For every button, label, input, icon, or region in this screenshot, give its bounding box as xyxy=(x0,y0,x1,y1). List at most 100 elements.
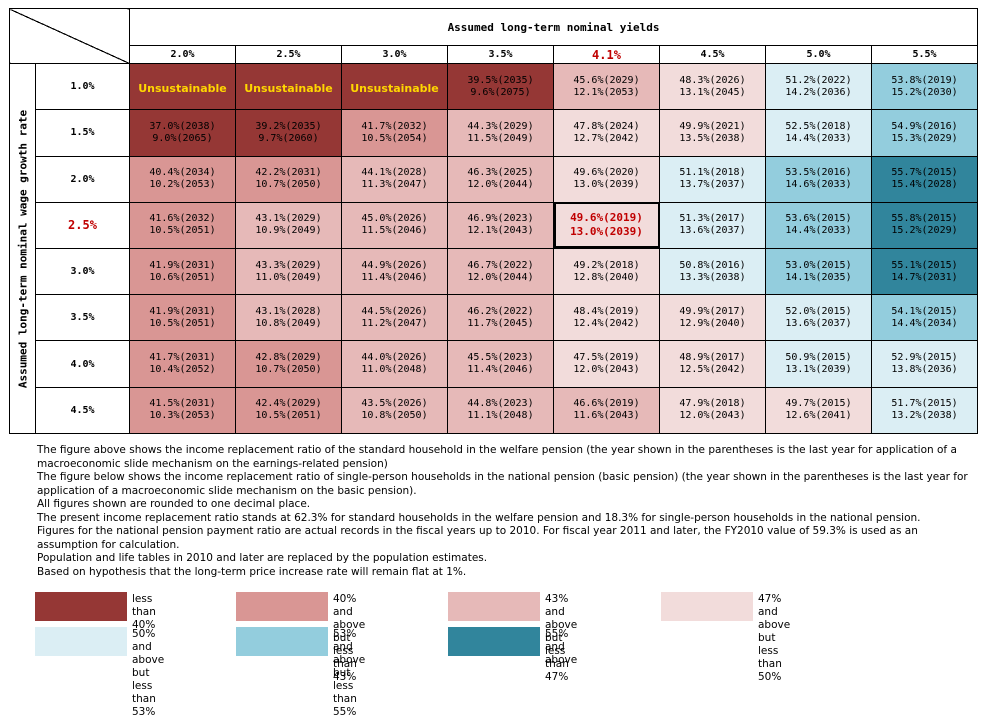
note-line: Population and life tables in 2010 and l… xyxy=(37,552,488,564)
welfare-pension-ratio: 46.9%(2023) xyxy=(467,213,534,225)
yield-header: 2.0% xyxy=(129,45,236,65)
welfare-pension-ratio: 41.7%(2032) xyxy=(361,120,428,132)
welfare-pension-ratio: 51.3%(2017) xyxy=(679,213,746,225)
welfare-pension-ratio: 42.4%(2029) xyxy=(255,398,322,410)
national-pension-ratio: 9.7%(2060) xyxy=(258,132,319,144)
welfare-pension-ratio: 55.8%(2015) xyxy=(891,213,958,225)
ratio-cell: 47.9%(2018) 12.0%(2043) xyxy=(659,386,766,435)
national-pension-ratio: 13.1%(2045) xyxy=(679,86,746,98)
welfare-pension-ratio: 41.5%(2031) xyxy=(149,398,216,410)
welfare-pension-ratio: 41.6%(2032) xyxy=(149,213,216,225)
ratio-cell: 51.2%(2022) 14.2%(2036) xyxy=(765,63,872,111)
welfare-pension-ratio: 43.1%(2029) xyxy=(255,213,322,225)
growth-rate-label: 4.5% xyxy=(35,386,130,435)
national-pension-ratio: 14.4%(2034) xyxy=(891,317,958,329)
note-line: The present income replacement ratio sta… xyxy=(37,511,921,524)
ratio-cell: 44.9%(2026) 11.4%(2046) xyxy=(341,247,448,296)
national-pension-ratio: 14.7%(2031) xyxy=(891,271,958,283)
national-pension-ratio: 12.6%(2041) xyxy=(785,410,852,422)
welfare-pension-ratio: 41.9%(2031) xyxy=(149,305,216,317)
welfare-pension-ratio: 53.0%(2015) xyxy=(785,259,852,271)
national-pension-ratio: 12.0%(2043) xyxy=(573,364,640,376)
welfare-pension-ratio: 48.4%(2019) xyxy=(573,305,640,317)
welfare-pension-ratio: 39.2%(2035) xyxy=(255,120,322,132)
national-pension-ratio: 13.3%(2038) xyxy=(679,271,746,283)
ratio-cell: 44.8%(2023) 11.1%(2048) xyxy=(447,386,554,435)
welfare-pension-ratio: 49.6%(2019) xyxy=(570,211,643,225)
welfare-pension-ratio: 53.8%(2019) xyxy=(891,74,958,86)
national-pension-ratio: 10.5%(2051) xyxy=(149,317,216,329)
national-pension-ratio: 10.8%(2050) xyxy=(361,410,428,422)
note-line: The figure below shows the income replac… xyxy=(37,471,968,497)
legend-swatch xyxy=(236,592,328,621)
national-pension-ratio: 10.6%(2051) xyxy=(149,271,216,283)
ratio-cell: 48.3%(2026) 13.1%(2045) xyxy=(659,63,766,111)
table-row: 3.5% 41.9%(2031) 10.5%(2051) 43.1%(2028) 10.… xyxy=(10,294,979,342)
national-pension-ratio: 10.5%(2054) xyxy=(361,132,428,144)
unsustainable-label: Unsustainable xyxy=(138,82,227,96)
welfare-pension-ratio: 41.9%(2031) xyxy=(149,259,216,271)
ratio-cell: 52.9%(2015) 13.8%(2036) xyxy=(870,340,979,388)
national-pension-ratio: 10.5%(2051) xyxy=(255,410,322,422)
welfare-pension-ratio: 46.7%(2022) xyxy=(467,259,534,271)
welfare-pension-ratio: 54.9%(2016) xyxy=(891,120,958,132)
national-pension-ratio: 14.2%(2036) xyxy=(785,86,852,98)
welfare-pension-ratio: 44.5%(2026) xyxy=(361,305,428,317)
ratio-cell: 55.8%(2015) 15.2%(2029) xyxy=(870,201,979,249)
national-pension-ratio: 12.0%(2044) xyxy=(467,271,534,283)
legend-swatch xyxy=(448,627,540,656)
growth-rate-label: 2.0% xyxy=(35,155,130,203)
welfare-pension-ratio: 46.6%(2019) xyxy=(573,398,640,410)
national-pension-ratio: 12.1%(2053) xyxy=(573,86,640,98)
note-line: Figures for the national pension payment… xyxy=(37,525,918,551)
replacement-ratio-table: Assumed long-term nominal yields 2.0% 2.5%… xyxy=(9,7,979,435)
ratio-cell: 55.7%(2015) 15.4%(2028) xyxy=(870,155,979,203)
yield-header: 5.0% xyxy=(765,45,872,65)
welfare-pension-ratio: 43.3%(2029) xyxy=(255,259,322,271)
national-pension-ratio: 12.7%(2042) xyxy=(573,132,640,144)
yield-header: 3.5% xyxy=(447,45,554,65)
welfare-pension-ratio: 44.1%(2028) xyxy=(361,167,428,179)
national-pension-ratio: 11.4%(2046) xyxy=(467,364,534,376)
welfare-pension-ratio: 42.8%(2029) xyxy=(255,352,322,364)
national-pension-ratio: 11.2%(2047) xyxy=(361,317,428,329)
national-pension-ratio: 10.5%(2051) xyxy=(149,225,216,237)
welfare-pension-ratio: 53.6%(2015) xyxy=(785,213,852,225)
welfare-pension-ratio: 50.9%(2015) xyxy=(785,352,852,364)
national-pension-ratio: 13.7%(2037) xyxy=(679,179,746,191)
welfare-pension-ratio: 53.5%(2016) xyxy=(785,167,852,179)
national-pension-ratio: 11.5%(2049) xyxy=(467,132,534,144)
ratio-cell: 48.4%(2019) 12.4%(2042) xyxy=(553,294,660,342)
ratio-cell: 49.2%(2018) 12.8%(2040) xyxy=(553,247,660,296)
welfare-pension-ratio: 47.5%(2019) xyxy=(573,352,640,364)
legend-swatch xyxy=(661,592,753,621)
ratio-cell: 53.5%(2016) 14.6%(2033) xyxy=(765,155,872,203)
ratio-cell: 48.9%(2017) 12.5%(2042) xyxy=(659,340,766,388)
ratio-cell: Unsustainable xyxy=(129,63,236,111)
national-pension-ratio: 13.0%(2039) xyxy=(570,225,643,239)
corner-diagonal-cell xyxy=(9,7,130,65)
national-pension-ratio: 11.3%(2047) xyxy=(361,179,428,191)
national-pension-ratio: 10.7%(2050) xyxy=(255,364,322,376)
national-pension-ratio: 11.1%(2048) xyxy=(467,410,534,422)
national-pension-ratio: 13.0%(2039) xyxy=(573,179,640,191)
growth-rate-label: 2.5% xyxy=(35,201,130,249)
notes-section: The figure above shows the income replac… xyxy=(37,444,977,579)
ratio-cell: 49.6%(2020) 13.0%(2039) xyxy=(553,155,660,203)
national-pension-ratio: 15.4%(2028) xyxy=(891,179,958,191)
welfare-pension-ratio: 39.5%(2035) xyxy=(467,74,534,86)
legend-swatch xyxy=(236,627,328,656)
national-pension-ratio: 10.8%(2049) xyxy=(255,317,322,329)
ratio-cell: 46.3%(2025) 12.0%(2044) xyxy=(447,155,554,203)
note-line: The figure above shows the income replac… xyxy=(37,444,957,470)
welfare-pension-ratio: 44.8%(2023) xyxy=(467,398,534,410)
welfare-pension-ratio: 45.6%(2029) xyxy=(573,74,640,86)
yield-header: 2.5% xyxy=(235,45,342,65)
growth-rate-label: 3.5% xyxy=(35,294,130,342)
welfare-pension-ratio: 49.6%(2020) xyxy=(573,167,640,179)
welfare-pension-ratio: 41.7%(2031) xyxy=(149,352,216,364)
legend-label: 53% and above but less than 55% xyxy=(333,628,366,718)
national-pension-ratio: 14.4%(2033) xyxy=(785,225,852,237)
table-row: 3.0% 41.9%(2031) 10.6%(2051) 43.3%(2029) 11.… xyxy=(10,247,979,296)
ratio-cell: 45.0%(2026) 11.5%(2046) xyxy=(341,201,448,249)
